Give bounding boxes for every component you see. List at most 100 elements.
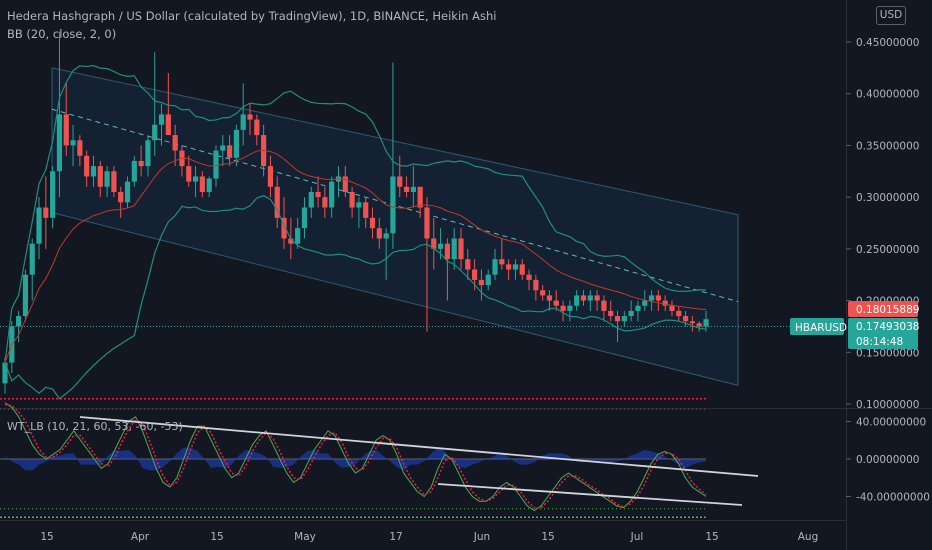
candle-body bbox=[506, 264, 512, 270]
candle-body bbox=[512, 264, 519, 270]
candle-body bbox=[546, 295, 553, 301]
candle-body bbox=[199, 176, 205, 192]
candle-body bbox=[642, 300, 648, 306]
candle-body bbox=[70, 140, 76, 146]
price-tick-label: 0.45000000 bbox=[856, 37, 919, 49]
price-tick-label: 0.35000000 bbox=[856, 140, 919, 152]
candle-body bbox=[124, 181, 131, 203]
candle-body bbox=[519, 264, 525, 275]
time-tick-label: Aug bbox=[798, 531, 819, 543]
candle-body bbox=[376, 228, 382, 239]
candle-body bbox=[485, 274, 491, 286]
candle-body bbox=[478, 279, 485, 286]
price-tick-label: 0.30000000 bbox=[856, 192, 919, 204]
candle-body bbox=[288, 238, 294, 244]
candle-body bbox=[662, 300, 668, 306]
candle-body bbox=[458, 238, 464, 260]
candle-body bbox=[2, 362, 8, 384]
candle-body bbox=[669, 305, 675, 311]
chart-title: Hedera Hashgraph / US Dollar (calculated… bbox=[7, 9, 497, 23]
time-tick-label: 15 bbox=[210, 531, 223, 543]
time-tick-label: 15 bbox=[705, 531, 718, 543]
candle-body bbox=[363, 202, 369, 218]
time-tick-label: 15 bbox=[541, 531, 554, 543]
candle-body bbox=[111, 171, 117, 192]
candle-body bbox=[594, 295, 600, 301]
candle-body bbox=[213, 150, 219, 179]
candle-body bbox=[104, 171, 110, 187]
candle-body bbox=[233, 129, 239, 158]
candle-body bbox=[145, 140, 151, 167]
osc-tick-label: 40.00000000 bbox=[856, 417, 926, 429]
candle-body bbox=[465, 259, 471, 270]
candle-body bbox=[22, 274, 29, 317]
price-tick-label: 0.10000000 bbox=[856, 399, 919, 411]
candle-body bbox=[186, 166, 192, 182]
candle-body bbox=[526, 274, 532, 280]
candle-body bbox=[152, 124, 158, 141]
candle-body bbox=[689, 321, 695, 324]
symbol-label-box bbox=[790, 318, 844, 335]
candle-body bbox=[90, 166, 97, 177]
upper-band-value: 0.18015889 bbox=[856, 304, 919, 316]
candle-body bbox=[635, 305, 641, 311]
candle-body bbox=[403, 186, 410, 192]
channel-midline bbox=[51, 108, 739, 303]
wt2-line bbox=[4, 403, 707, 509]
candle-body bbox=[138, 160, 144, 167]
candle-body bbox=[295, 228, 301, 244]
candle-body bbox=[587, 295, 593, 301]
candle-body bbox=[254, 119, 260, 136]
candle-body bbox=[356, 202, 362, 208]
candle-body bbox=[118, 191, 124, 203]
candle-body bbox=[56, 114, 63, 172]
osc-trendline-upper bbox=[79, 416, 759, 477]
candle-body bbox=[349, 191, 355, 208]
candle-body bbox=[472, 269, 478, 280]
price-tick-label: 0.40000000 bbox=[856, 89, 919, 101]
candle-body bbox=[424, 207, 430, 239]
candle-body bbox=[437, 243, 444, 249]
candle-body bbox=[220, 145, 226, 151]
candle-body bbox=[703, 319, 709, 327]
candle-body bbox=[397, 176, 403, 187]
wt-histogram bbox=[5, 447, 706, 471]
osc-trendline-lower bbox=[437, 483, 743, 506]
wt1-line bbox=[4, 402, 707, 512]
osc-tick-label: -40.00000000 bbox=[856, 492, 930, 504]
candle-body bbox=[308, 191, 314, 208]
candle-body bbox=[226, 145, 233, 158]
candle-body bbox=[84, 155, 90, 177]
candle-body bbox=[567, 305, 573, 311]
candle-body bbox=[274, 186, 280, 218]
price-tick-label: 0.15000000 bbox=[856, 347, 919, 359]
candle-body bbox=[560, 305, 566, 311]
candle-body bbox=[444, 243, 450, 260]
candle-body bbox=[43, 207, 49, 218]
candle-body bbox=[29, 243, 35, 275]
candle-body bbox=[329, 181, 335, 208]
osc-tick-label: 0.00000000 bbox=[856, 454, 919, 466]
candle-body bbox=[50, 171, 56, 218]
bb-indicator-label: BB (20, close, 2, 0) bbox=[7, 27, 117, 41]
bb-lower-band bbox=[4, 195, 707, 400]
candle-body bbox=[492, 259, 498, 275]
candle-body bbox=[315, 191, 321, 198]
time-tick-label: May bbox=[294, 531, 316, 543]
candle-body bbox=[247, 114, 253, 120]
candle-body bbox=[172, 135, 178, 151]
candle-body bbox=[410, 186, 416, 192]
time-tick-label: 15 bbox=[40, 531, 53, 543]
time-tick-label: Apr bbox=[131, 531, 150, 543]
candle-body bbox=[131, 160, 137, 182]
candle-body bbox=[267, 166, 274, 187]
bb-upper-band bbox=[4, 65, 707, 363]
candle-body bbox=[165, 114, 171, 136]
countdown-timer: 08:14:48 bbox=[856, 336, 903, 348]
last-price-value: 0.17493038 bbox=[856, 321, 919, 333]
upper-band-marker bbox=[848, 301, 918, 317]
symbol-label: HBARUSD bbox=[795, 322, 847, 334]
candle-body bbox=[621, 316, 627, 322]
currency-button[interactable]: USD bbox=[876, 6, 906, 25]
